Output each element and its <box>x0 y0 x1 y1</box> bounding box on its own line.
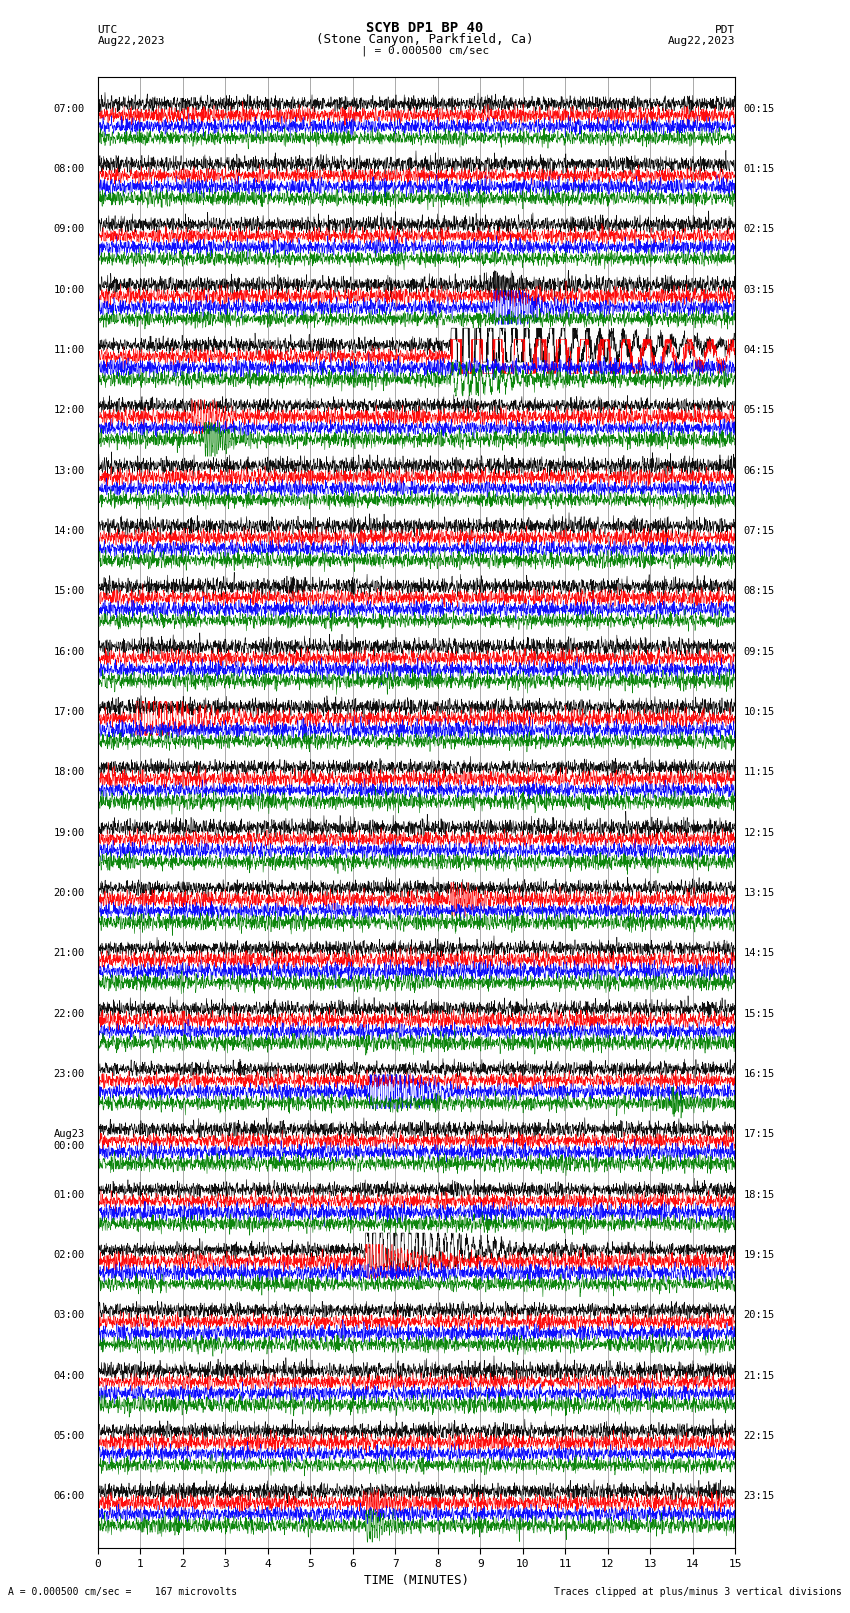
Text: 13:15: 13:15 <box>744 889 775 898</box>
Text: 07:15: 07:15 <box>744 526 775 536</box>
Text: 12:00: 12:00 <box>54 405 85 416</box>
Text: 15:00: 15:00 <box>54 587 85 597</box>
Text: 21:00: 21:00 <box>54 948 85 958</box>
Text: 16:00: 16:00 <box>54 647 85 656</box>
Text: 20:00: 20:00 <box>54 889 85 898</box>
Text: Aug23
00:00: Aug23 00:00 <box>54 1129 85 1152</box>
Text: 02:15: 02:15 <box>744 224 775 234</box>
Text: 05:00: 05:00 <box>54 1431 85 1440</box>
Text: 12:15: 12:15 <box>744 827 775 837</box>
Text: 23:15: 23:15 <box>744 1492 775 1502</box>
Text: 02:00: 02:00 <box>54 1250 85 1260</box>
Text: 11:15: 11:15 <box>744 768 775 777</box>
Text: 04:00: 04:00 <box>54 1371 85 1381</box>
Text: 23:00: 23:00 <box>54 1069 85 1079</box>
Text: Aug22,2023: Aug22,2023 <box>668 35 735 45</box>
Text: 22:15: 22:15 <box>744 1431 775 1440</box>
Text: 03:15: 03:15 <box>744 286 775 295</box>
Text: 15:15: 15:15 <box>744 1008 775 1019</box>
X-axis label: TIME (MINUTES): TIME (MINUTES) <box>364 1574 469 1587</box>
Text: PDT: PDT <box>715 24 735 35</box>
Text: 05:15: 05:15 <box>744 405 775 416</box>
Text: Aug22,2023: Aug22,2023 <box>98 35 165 45</box>
Text: 06:15: 06:15 <box>744 466 775 476</box>
Text: 11:00: 11:00 <box>54 345 85 355</box>
Text: | = 0.000500 cm/sec: | = 0.000500 cm/sec <box>361 45 489 56</box>
Text: 09:15: 09:15 <box>744 647 775 656</box>
Text: 03:00: 03:00 <box>54 1310 85 1321</box>
Text: 00:15: 00:15 <box>744 103 775 115</box>
Text: Traces clipped at plus/minus 3 vertical divisions: Traces clipped at plus/minus 3 vertical … <box>553 1587 842 1597</box>
Text: 20:15: 20:15 <box>744 1310 775 1321</box>
Text: 13:00: 13:00 <box>54 466 85 476</box>
Text: 10:00: 10:00 <box>54 286 85 295</box>
Text: 22:00: 22:00 <box>54 1008 85 1019</box>
Text: 08:00: 08:00 <box>54 165 85 174</box>
Text: 01:00: 01:00 <box>54 1190 85 1200</box>
Text: 19:00: 19:00 <box>54 827 85 837</box>
Text: 19:15: 19:15 <box>744 1250 775 1260</box>
Text: 14:00: 14:00 <box>54 526 85 536</box>
Text: 07:00: 07:00 <box>54 103 85 115</box>
Text: 21:15: 21:15 <box>744 1371 775 1381</box>
Text: 18:00: 18:00 <box>54 768 85 777</box>
Text: 16:15: 16:15 <box>744 1069 775 1079</box>
Text: UTC: UTC <box>98 24 118 35</box>
Text: 17:00: 17:00 <box>54 706 85 718</box>
Text: 18:15: 18:15 <box>744 1190 775 1200</box>
Text: 06:00: 06:00 <box>54 1492 85 1502</box>
Text: 17:15: 17:15 <box>744 1129 775 1139</box>
Text: (Stone Canyon, Parkfield, Ca): (Stone Canyon, Parkfield, Ca) <box>316 32 534 45</box>
Text: SCYB DP1 BP 40: SCYB DP1 BP 40 <box>366 21 484 35</box>
Text: 14:15: 14:15 <box>744 948 775 958</box>
Text: 09:00: 09:00 <box>54 224 85 234</box>
Text: 08:15: 08:15 <box>744 587 775 597</box>
Text: 10:15: 10:15 <box>744 706 775 718</box>
Text: A = 0.000500 cm/sec =    167 microvolts: A = 0.000500 cm/sec = 167 microvolts <box>8 1587 238 1597</box>
Text: 04:15: 04:15 <box>744 345 775 355</box>
Text: 01:15: 01:15 <box>744 165 775 174</box>
